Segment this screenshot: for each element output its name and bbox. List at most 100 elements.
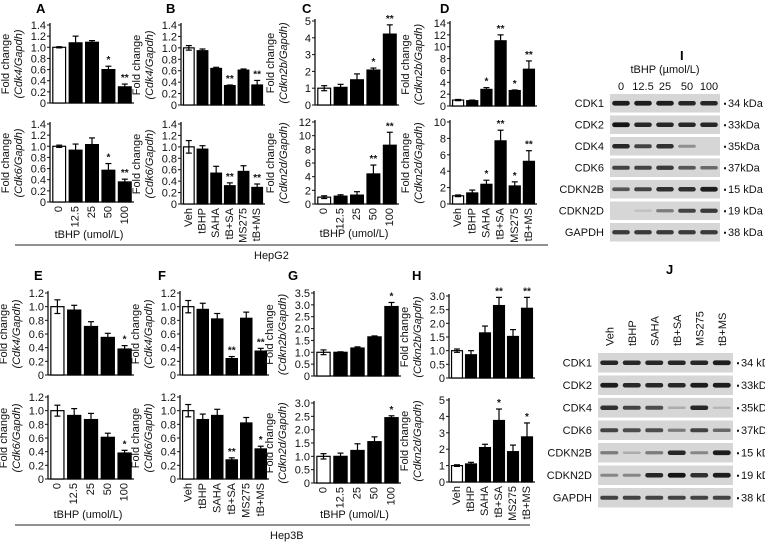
protein-band bbox=[634, 122, 652, 128]
bar-Veh bbox=[181, 306, 195, 376]
y-tick-label: 1.4 bbox=[162, 20, 177, 32]
panel-letter-A: A bbox=[36, 1, 46, 16]
x-tick-label: SAHA bbox=[479, 485, 491, 516]
lane-label: MS275 bbox=[694, 311, 706, 346]
molecular-weight-label: 15 kDa bbox=[728, 184, 764, 196]
protein-band bbox=[645, 472, 664, 478]
y-tick-label: 2 bbox=[439, 444, 445, 456]
size-marker bbox=[724, 124, 726, 127]
protein-label: CDKN2D bbox=[547, 470, 592, 482]
protein-label: CDK6 bbox=[575, 162, 604, 174]
chart-F-bottom: 0 0.20.4 0.6 0.81.0 1.2 Fold change (Cdk6/Gapd… bbox=[130, 392, 269, 518]
protein-band bbox=[645, 451, 664, 455]
y-axis-sublabel: (Cdkn2b/Gapdh) bbox=[278, 22, 290, 104]
bar-MS275 bbox=[508, 89, 521, 107]
blot-strip bbox=[598, 465, 733, 485]
bar-tB+SA bbox=[494, 140, 507, 205]
y-tick-label: 1.5 bbox=[295, 438, 310, 450]
y-tick-label: 0 bbox=[170, 474, 176, 486]
protein-band bbox=[678, 230, 696, 235]
y-axis-sublabel: (Cdkn2b/Gapdh) bbox=[412, 296, 424, 378]
molecular-weight-label: 19 kDa bbox=[741, 470, 765, 482]
protein-band bbox=[678, 122, 696, 128]
y-tick-label: 3 bbox=[305, 50, 311, 62]
size-marker bbox=[724, 167, 726, 170]
y-tick-label: 10 bbox=[434, 117, 446, 129]
bar-12.5 bbox=[68, 149, 83, 203]
x-tick-label: Veh bbox=[452, 208, 464, 227]
blot-row-GAPDH: GAPDH 38 kDa bbox=[553, 488, 765, 508]
protein-band bbox=[645, 428, 664, 433]
bar-25 bbox=[350, 449, 365, 484]
lane-label: 25 bbox=[659, 81, 671, 93]
y-tick-label: 0.8 bbox=[29, 315, 44, 327]
x-axis-label: tBHP (umol/L) bbox=[54, 509, 123, 521]
y-tick-label: 1.2 bbox=[162, 31, 177, 43]
significance-marker: * bbox=[513, 171, 517, 182]
y-tick-label: 0.8 bbox=[161, 419, 176, 431]
y-tick-label: 0 bbox=[305, 199, 311, 211]
bar-100 bbox=[384, 305, 399, 377]
x-tick-label: 12.5 bbox=[335, 487, 347, 508]
y-tick-label: 1.0 bbox=[161, 302, 176, 314]
y-tick-label: 0.4 bbox=[31, 76, 46, 88]
blot-row-CDK6: CDK6 37kDa bbox=[563, 420, 765, 440]
protein-band bbox=[712, 428, 731, 432]
bar-25 bbox=[350, 79, 364, 106]
y-tick-label: 0 bbox=[171, 199, 177, 211]
bar-tBHP bbox=[196, 418, 210, 480]
y-axis-label: Fold change bbox=[264, 304, 276, 365]
bar-MS275 bbox=[508, 185, 521, 205]
y-axis-sublabel: (Cdkn2d/Gapdh) bbox=[278, 122, 290, 204]
significance-marker: ** bbox=[228, 447, 236, 458]
protein-label: CDK4 bbox=[563, 402, 592, 414]
x-tick-label: MS275 bbox=[238, 208, 250, 243]
protein-band bbox=[690, 382, 709, 388]
significance-marker: * bbox=[123, 335, 127, 346]
panel-letter-E: E bbox=[34, 268, 43, 283]
x-tick-label: tB+MS bbox=[251, 208, 263, 241]
y-tick-label: 0 bbox=[439, 477, 445, 489]
x-tick-label: tB+MS bbox=[255, 483, 267, 516]
x-tick-label: 0 bbox=[53, 206, 65, 212]
bar-tBHP bbox=[196, 148, 209, 205]
protein-band bbox=[622, 405, 641, 410]
protein-band bbox=[678, 100, 696, 106]
y-axis-sublabel: (Cdkn2b/Gapdh) bbox=[277, 294, 289, 376]
x-tick-label: Veh bbox=[182, 483, 194, 502]
y-tick-label: 1.0 bbox=[29, 406, 44, 418]
western-blot-I: tBHP (µmol/L) 0 12.5 25 50 100 CDK1 34 kDa CDK2 3… bbox=[559, 64, 764, 242]
y-tick-label: 4 bbox=[440, 166, 446, 178]
protein-band bbox=[667, 406, 686, 409]
bar-50 bbox=[367, 441, 382, 484]
size-marker bbox=[737, 429, 739, 432]
size-marker bbox=[724, 102, 726, 105]
lane-label: 50 bbox=[681, 81, 693, 93]
y-tick-label: 1.2 bbox=[162, 130, 177, 142]
y-axis-label: Fold change bbox=[130, 408, 142, 469]
y-axis-label: Fold change bbox=[400, 34, 412, 95]
x-tick-label: 25 bbox=[351, 208, 363, 220]
y-tick-label: 1.0 bbox=[31, 141, 46, 153]
y-tick-label: 1.5 bbox=[295, 335, 310, 347]
y-tick-label: 2.0 bbox=[430, 318, 445, 330]
bar-SAHA bbox=[210, 414, 224, 480]
panel-letter-C: C bbox=[302, 1, 312, 16]
molecular-weight-label: 38 kDa bbox=[741, 492, 765, 504]
protein-band bbox=[678, 144, 696, 148]
y-tick-label: 0.6 bbox=[31, 65, 46, 77]
bar-50 bbox=[367, 336, 382, 377]
significance-marker: ** bbox=[228, 346, 236, 357]
protein-label: CDK4 bbox=[575, 141, 604, 153]
bar-0 bbox=[50, 410, 65, 480]
blot-header: tBHP (µmol/L) bbox=[630, 64, 699, 76]
x-tick-label: 100 bbox=[119, 483, 131, 501]
bar-MS275 bbox=[239, 317, 253, 376]
size-marker bbox=[737, 362, 739, 365]
bar-12.5 bbox=[333, 195, 348, 205]
protein-band bbox=[612, 187, 630, 192]
y-axis-label: Fold change bbox=[131, 134, 143, 195]
